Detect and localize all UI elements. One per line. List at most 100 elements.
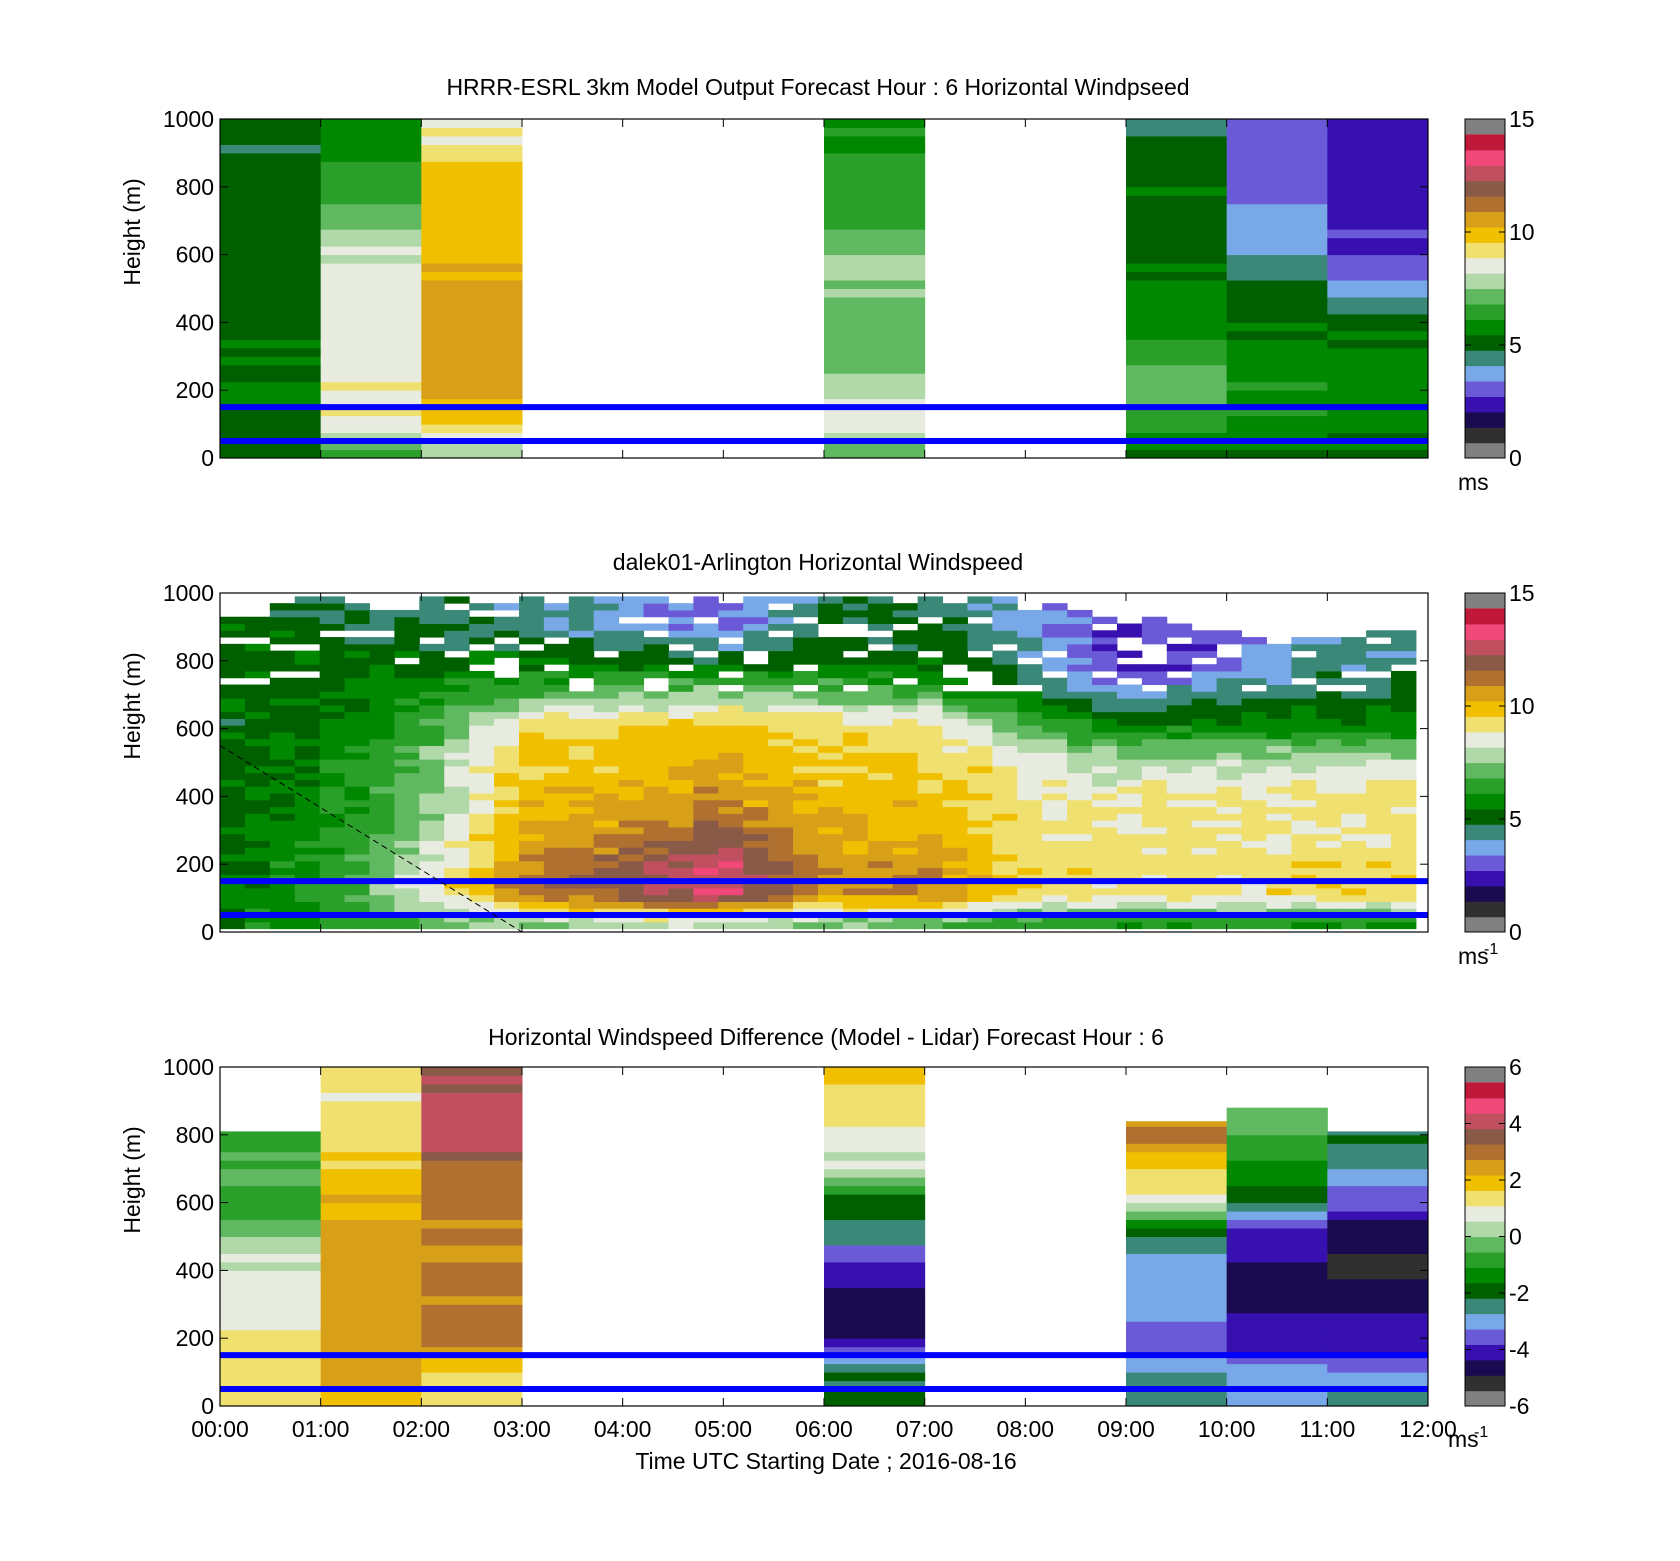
colorbar-segment bbox=[1465, 1359, 1505, 1376]
heatmap-cell bbox=[1092, 908, 1118, 916]
heatmap-cell bbox=[269, 765, 296, 774]
heatmap-cell bbox=[1216, 738, 1243, 747]
heatmap-cell bbox=[942, 718, 968, 726]
heatmap-cell bbox=[743, 765, 769, 774]
heatmap-cell bbox=[718, 650, 744, 658]
heatmap-cell bbox=[394, 854, 420, 862]
heatmap-cell bbox=[1216, 813, 1243, 821]
heatmap-cell bbox=[1266, 799, 1292, 808]
heatmap-cell bbox=[1216, 698, 1243, 706]
heatmap-cell bbox=[320, 449, 422, 459]
heatmap-cell bbox=[668, 915, 694, 923]
heatmap-cell bbox=[1191, 637, 1218, 645]
heatmap-cell bbox=[469, 874, 495, 882]
heatmap-cell bbox=[319, 847, 346, 855]
heatmap-cell bbox=[743, 793, 769, 801]
heatmap-cell bbox=[344, 840, 370, 848]
heatmap-cell bbox=[419, 786, 445, 794]
heatmap-cell bbox=[320, 1389, 422, 1399]
heatmap-cell bbox=[244, 793, 271, 801]
heatmap-cell bbox=[494, 643, 520, 652]
heatmap-cell bbox=[1017, 833, 1043, 841]
heatmap-cell bbox=[817, 596, 844, 604]
heatmap-cell bbox=[543, 915, 570, 923]
heatmap-cell bbox=[743, 704, 769, 713]
heatmap-cell bbox=[568, 698, 595, 706]
heatmap-cell bbox=[394, 799, 420, 808]
heatmap-cell bbox=[543, 711, 570, 719]
heatmap-cell bbox=[220, 772, 246, 780]
heatmap-cell bbox=[294, 637, 321, 645]
heatmap-cell bbox=[942, 752, 968, 760]
heatmap-cell bbox=[320, 237, 422, 247]
heatmap-cell bbox=[220, 415, 322, 425]
heatmap-cell bbox=[1341, 711, 1367, 719]
heatmap-cell bbox=[824, 1185, 926, 1195]
heatmap-cell bbox=[718, 630, 744, 638]
heatmap-cell bbox=[1126, 1151, 1228, 1161]
heatmap-cell bbox=[319, 725, 346, 733]
heatmap-cell bbox=[1042, 860, 1068, 869]
heatmap-cell bbox=[269, 887, 296, 896]
heatmap-cell bbox=[743, 623, 769, 631]
heatmap-cell bbox=[824, 1338, 926, 1348]
heatmap-cell bbox=[1327, 246, 1429, 256]
colorbar-segment bbox=[1465, 1267, 1505, 1284]
heatmap-cell bbox=[421, 212, 523, 222]
heatmap-cell bbox=[394, 765, 420, 774]
heatmap-cell bbox=[992, 772, 1018, 780]
heatmap-cell bbox=[568, 921, 595, 930]
heatmap-cell bbox=[867, 657, 894, 665]
heatmap-cell bbox=[1366, 684, 1392, 692]
heatmap-cell bbox=[743, 738, 769, 747]
heatmap-cell bbox=[1067, 637, 1093, 645]
heatmap-cell bbox=[1316, 691, 1342, 699]
heatmap-cell bbox=[220, 1236, 322, 1246]
colorbar-segment bbox=[1465, 1313, 1505, 1330]
heatmap-cell bbox=[1191, 752, 1218, 760]
heatmap-cell bbox=[1241, 908, 1267, 916]
heatmap-cell bbox=[824, 1160, 926, 1170]
heatmap-cell bbox=[1116, 854, 1143, 862]
heatmap-cell bbox=[824, 1321, 926, 1331]
heatmap-cell bbox=[220, 1202, 322, 1212]
heatmap-cell bbox=[1391, 677, 1417, 686]
heatmap-cell bbox=[1126, 144, 1228, 154]
heatmap-cell bbox=[643, 698, 669, 706]
heatmap-cell bbox=[1241, 779, 1267, 787]
heatmap-cell bbox=[1042, 826, 1068, 835]
heatmap-cell bbox=[1327, 144, 1429, 154]
heatmap-cell bbox=[369, 711, 395, 719]
heatmap-cell bbox=[1116, 820, 1143, 828]
heatmap-cell bbox=[942, 657, 968, 665]
heatmap-cell bbox=[1116, 826, 1143, 835]
heatmap-cell bbox=[693, 765, 719, 774]
heatmap-cell bbox=[419, 718, 445, 726]
colorbar-segment bbox=[1465, 1113, 1505, 1130]
heatmap-cell bbox=[518, 630, 545, 638]
heatmap-cell bbox=[593, 772, 620, 780]
heatmap-cell bbox=[1327, 1253, 1429, 1263]
heatmap-cell bbox=[718, 786, 744, 794]
heatmap-cell bbox=[1366, 691, 1392, 699]
heatmap-cell bbox=[320, 1117, 422, 1127]
heatmap-cell bbox=[320, 424, 422, 434]
heatmap-cell bbox=[220, 1228, 322, 1237]
heatmap-cell bbox=[1226, 203, 1328, 213]
heatmap-cell bbox=[444, 670, 470, 679]
heatmap-cell bbox=[618, 887, 645, 896]
heatmap-cell bbox=[419, 854, 445, 862]
dashed-reference-line bbox=[219, 745, 523, 933]
heatmap-cell bbox=[1216, 806, 1243, 814]
heatmap-cell bbox=[568, 603, 595, 611]
heatmap-cell bbox=[269, 826, 296, 835]
heatmap-cell bbox=[344, 738, 370, 747]
heatmap-cell bbox=[1241, 738, 1267, 747]
heatmap-cell bbox=[1266, 786, 1292, 794]
heatmap-cell bbox=[1316, 745, 1342, 753]
heatmap-cell bbox=[269, 908, 296, 916]
heatmap-cell bbox=[1316, 840, 1342, 848]
heatmap-cell bbox=[419, 833, 445, 841]
heatmap-cell bbox=[593, 596, 620, 604]
heatmap-cell bbox=[967, 894, 993, 902]
